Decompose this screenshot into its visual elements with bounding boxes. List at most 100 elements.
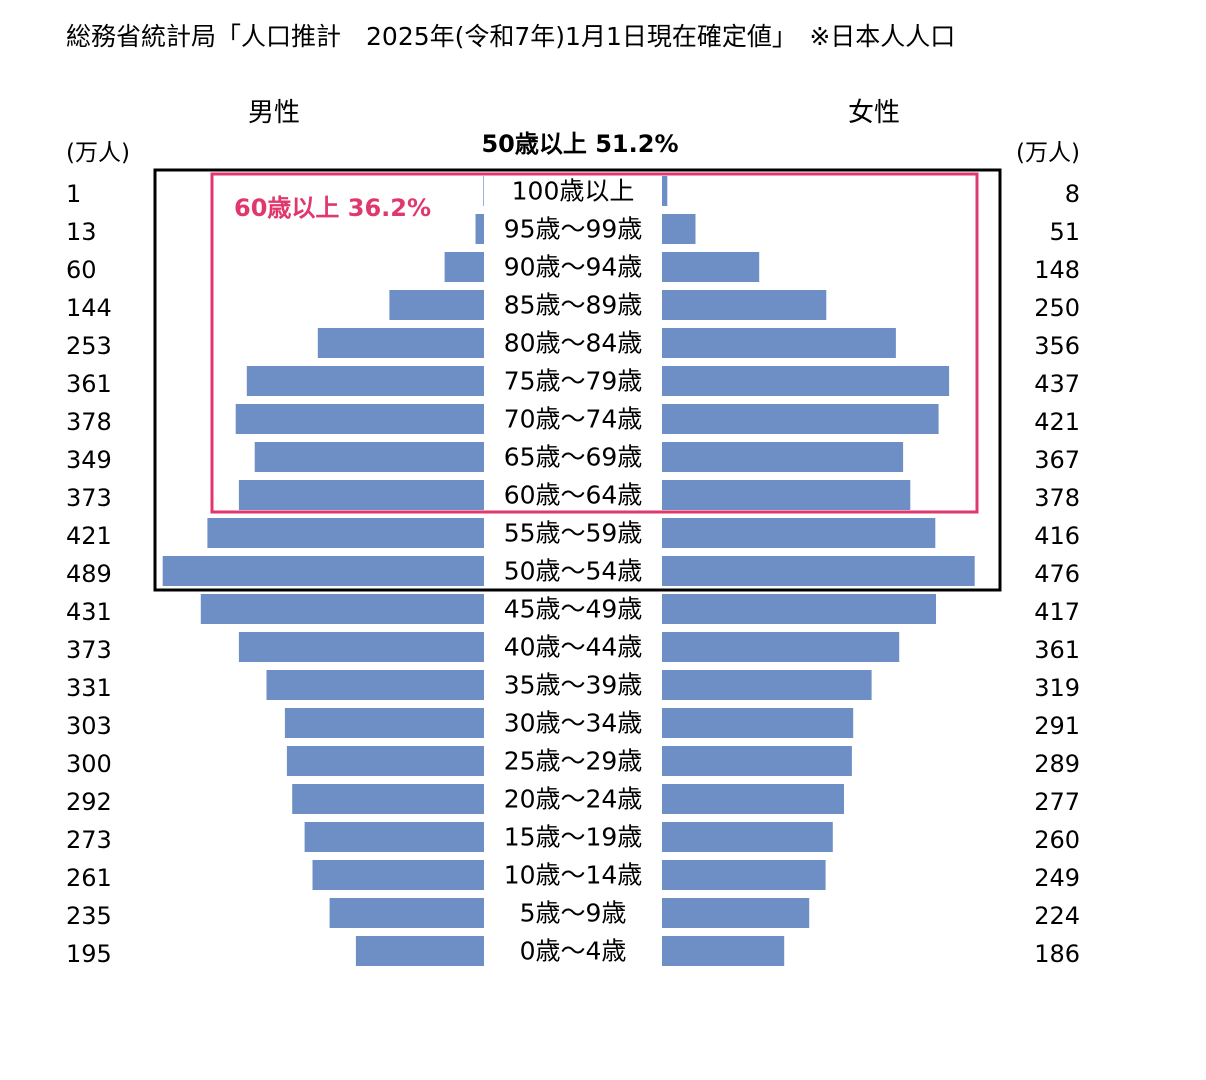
female-value-label: 437 (1034, 370, 1080, 398)
bar-female (662, 784, 844, 814)
bar-female (662, 670, 872, 700)
bar-female (662, 176, 668, 206)
male-value-label: 300 (66, 750, 112, 778)
bar-female (662, 480, 911, 510)
female-value-label: 378 (1034, 484, 1080, 512)
female-label: 女性 (848, 98, 900, 128)
female-value-label: 361 (1034, 636, 1080, 664)
age-label: 80歳～84歳 (504, 329, 643, 358)
bar-female (662, 252, 760, 282)
male-value-label: 60 (66, 256, 97, 284)
female-value-label: 260 (1034, 826, 1080, 854)
age-label: 100歳以上 (512, 177, 635, 206)
bar-female (662, 214, 696, 244)
bar-female (662, 594, 936, 624)
bar-female (662, 290, 827, 320)
bar-female (662, 328, 896, 358)
age-label: 90歳～94歳 (504, 253, 643, 282)
annotation-box-60plus (210, 172, 979, 514)
annotation-label-50plus: 50歳以上 51.2% (481, 130, 678, 158)
male-value-label: 349 (66, 446, 112, 474)
bar-male (286, 746, 484, 776)
bar-male (444, 252, 484, 282)
bar-female (662, 822, 833, 852)
bar-female (662, 366, 950, 396)
bar-male (389, 290, 484, 320)
female-value-label: 319 (1034, 674, 1080, 702)
bar-female (662, 556, 975, 586)
male-value-label: 144 (66, 294, 112, 322)
male-value-label: 13 (66, 218, 97, 246)
age-label: 30歳～34歳 (504, 709, 643, 738)
age-label: 70歳～74歳 (504, 405, 643, 434)
bar-male (162, 556, 484, 586)
male-value-label: 195 (66, 940, 112, 968)
bar-male (266, 670, 484, 700)
female-value-label: 224 (1034, 902, 1080, 930)
female-value-label: 421 (1034, 408, 1080, 436)
female-value-label: 148 (1034, 256, 1080, 284)
bar-male (292, 784, 484, 814)
male-value-label: 489 (66, 560, 112, 588)
bar-female (662, 442, 904, 472)
bar-male (254, 442, 484, 472)
bar-female (662, 632, 900, 662)
bar-male (483, 176, 484, 206)
female-value-label: 356 (1034, 332, 1080, 360)
male-value-label: 421 (66, 522, 112, 550)
bar-male (246, 366, 484, 396)
age-label: 20歳～24歳 (504, 785, 643, 814)
male-value-label: 303 (66, 712, 112, 740)
bar-male (207, 518, 484, 548)
female-value-label: 277 (1034, 788, 1080, 816)
female-value-label: 367 (1034, 446, 1080, 474)
male-value-label: 331 (66, 674, 112, 702)
bar-male (235, 404, 484, 434)
male-value-label: 373 (66, 484, 112, 512)
age-label: 10歳～14歳 (504, 861, 643, 890)
bars-layer (162, 176, 975, 966)
age-label: 15歳～19歳 (504, 823, 643, 852)
unit-right: (万人) (1016, 140, 1080, 166)
age-label: 25歳～29歳 (504, 747, 643, 776)
age-label: 85歳～89歳 (504, 291, 643, 320)
male-value-label: 361 (66, 370, 112, 398)
bar-female (662, 404, 939, 434)
age-label: 5歳～9歳 (520, 899, 627, 928)
age-label: 55歳～59歳 (504, 519, 643, 548)
bar-male (317, 328, 484, 358)
male-value-label: 235 (66, 902, 112, 930)
bar-male (238, 480, 484, 510)
male-label: 男性 (248, 98, 300, 128)
bar-female (662, 936, 785, 966)
male-value-label: 273 (66, 826, 112, 854)
male-value-label: 292 (66, 788, 112, 816)
bar-female (662, 518, 936, 548)
female-value-label: 8 (1065, 180, 1080, 208)
male-value-label: 1 (66, 180, 81, 208)
female-value-label: 289 (1034, 750, 1080, 778)
bar-male (238, 632, 484, 662)
age-label: 60歳～64歳 (504, 481, 643, 510)
bar-male (329, 898, 484, 928)
bar-female (662, 898, 810, 928)
female-value-label: 417 (1034, 598, 1080, 626)
female-value-label: 186 (1034, 940, 1080, 968)
bar-male (312, 860, 484, 890)
bar-male (355, 936, 484, 966)
bar-female (662, 746, 852, 776)
annotation-box-50plus (153, 168, 1002, 592)
bar-male (284, 708, 484, 738)
female-value-label: 291 (1034, 712, 1080, 740)
bar-female (662, 708, 854, 738)
labels-layer: 100歳以上 1 8 95歳～99歳 13 51 90歳～94歳 60 148 85歳～89歳 14… (66, 177, 1080, 969)
female-value-label: 249 (1034, 864, 1080, 892)
female-value-label: 51 (1049, 218, 1080, 246)
age-label: 65歳～69歳 (504, 443, 643, 472)
unit-left: (万人) (66, 140, 130, 166)
male-value-label: 378 (66, 408, 112, 436)
age-label: 95歳～99歳 (504, 215, 643, 244)
female-value-label: 416 (1034, 522, 1080, 550)
female-value-label: 476 (1034, 560, 1080, 588)
